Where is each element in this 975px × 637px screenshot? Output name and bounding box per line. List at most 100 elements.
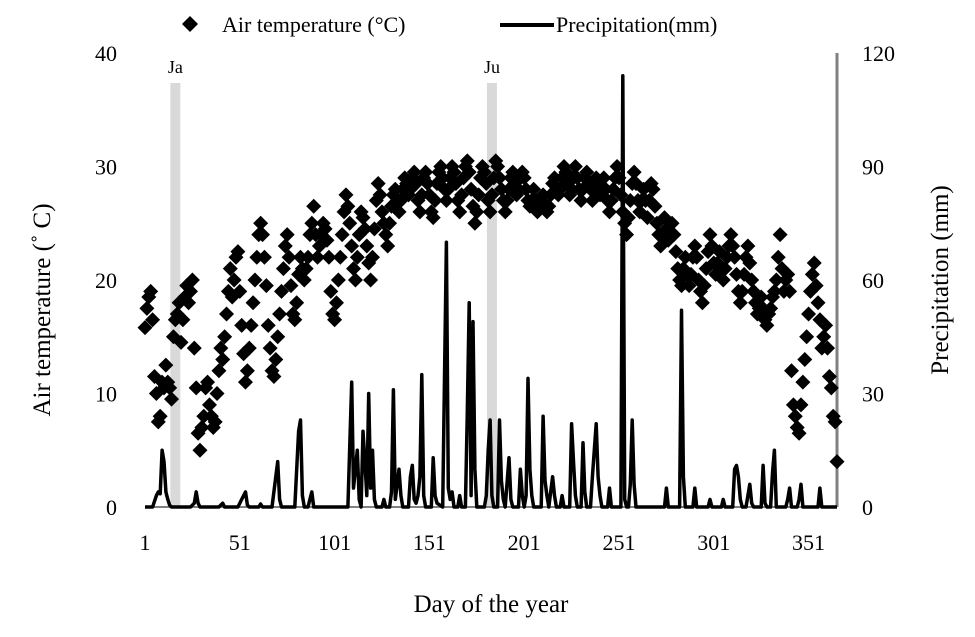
temperature-point [217,329,233,345]
temperature-point [374,204,390,220]
temperature-point [742,255,758,271]
temperature-point [372,187,388,203]
temperature-point [497,204,513,220]
temperature-point [816,329,832,345]
temperature-point [806,255,822,271]
temperature-point [344,238,360,254]
temperature-point [143,283,159,299]
temperature-point [370,176,386,192]
temperature-point [804,266,820,282]
temperature-point [461,164,477,180]
temperature-point [526,181,542,197]
temperature-point [243,317,259,333]
temperature-point [321,249,337,265]
temperature-point [677,249,693,265]
temperature-point [359,238,375,254]
temperature-point [795,374,811,390]
temperature-point [601,204,617,220]
temperature-point [829,454,845,470]
temperature-point [753,289,769,305]
temperature-point [787,408,803,424]
temperature-point [279,227,295,243]
temperature-point [573,193,589,209]
marker-label-ja: Ja [168,57,183,77]
temperature-point [275,261,291,277]
temperature-point [518,181,534,197]
temperature-point [281,249,297,265]
temperature-point [222,261,238,277]
x-tick-label: 51 [229,530,251,555]
temperature-point [334,227,350,243]
temperature-point [622,193,638,209]
y-tick-label: 30 [95,155,117,180]
y-tick-label: 20 [95,268,117,293]
temperature-point [213,340,229,356]
temperature-point [484,187,500,203]
temperature-point [268,351,284,367]
y2-tick-label: 0 [862,495,873,520]
temperature-point [145,312,161,328]
temperature-point [219,306,235,322]
temperature-point [137,320,153,336]
temperature-point [810,295,826,311]
temperature-point [569,170,585,186]
temperature-point [357,221,373,237]
temperature-point [327,312,343,328]
temperature-point [782,283,798,299]
temperature-point [740,238,756,254]
temperature-point [215,351,231,367]
temperature-point [380,238,396,254]
temperature-point [535,187,551,203]
temperature-point [770,249,786,265]
temperature-point [727,249,743,265]
y-tick-label: 0 [106,495,117,520]
temperature-point [467,215,483,231]
temperature-point [300,249,316,265]
temperature-point [725,238,741,254]
temperature-point [201,397,217,413]
temperature-point [247,272,263,288]
temperature-point [186,340,202,356]
temperature-point [365,249,381,265]
y-ticks-right: 0 30 60 90 120 [862,41,895,520]
temperature-point [702,227,718,243]
temperature-point [342,215,358,231]
temperature-point [175,312,191,328]
temperature-point [438,193,454,209]
marker-bar-ju [486,83,497,507]
temperature-point [192,442,208,458]
x-ticks: 1 51 101 151 201 251 301 351 [140,530,826,555]
temperature-point [516,170,532,186]
legend-label-precipitation: Precipitation(mm) [556,12,717,37]
legend-diamond-icon [182,16,198,32]
temperature-point [287,312,303,328]
temperature-point [207,414,223,430]
temperature-point [317,221,333,237]
precipitation-line [145,73,837,509]
temperature-point [152,408,168,424]
temperature-point [262,340,278,356]
temperature-point [304,215,320,231]
x-tick-label: 251 [602,530,635,555]
temperature-point [433,159,449,174]
temperature-point [387,181,403,197]
temperature-point [785,397,801,413]
temperature-point [793,397,809,413]
temperature-point [378,227,394,243]
temperature-point [715,272,731,288]
temperature-point [296,272,312,288]
temperature-point [681,278,697,294]
y2-tick-label: 60 [862,268,884,293]
temperature-point [763,300,779,316]
temperature-point [820,340,836,356]
temperature-point [425,210,441,226]
temperature-point [258,278,274,294]
temperature-point [255,227,271,243]
temperature-point [459,153,475,169]
temperature-point [664,215,680,231]
temperature-point [340,198,356,214]
y2-tick-label: 120 [862,41,895,66]
temperature-point [490,159,506,174]
temperature-point [256,249,272,265]
